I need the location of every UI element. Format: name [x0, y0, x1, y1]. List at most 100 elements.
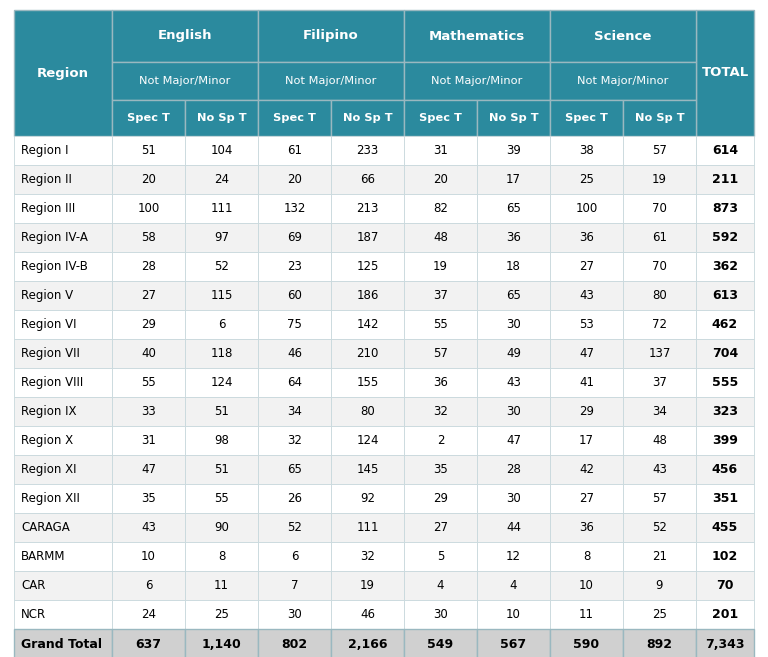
Bar — [477, 571, 550, 600]
Text: 132: 132 — [283, 202, 306, 215]
Bar — [112, 397, 185, 426]
Bar — [258, 455, 331, 484]
Text: 57: 57 — [433, 347, 448, 360]
Bar — [404, 513, 477, 542]
Text: 6: 6 — [218, 318, 225, 331]
Bar — [185, 368, 258, 397]
Text: 26: 26 — [287, 492, 302, 505]
Bar — [623, 252, 696, 281]
Text: 52: 52 — [287, 521, 302, 534]
Bar — [258, 223, 331, 252]
Bar — [331, 194, 404, 223]
Text: 32: 32 — [287, 434, 302, 447]
Text: 323: 323 — [712, 405, 738, 418]
Text: 8: 8 — [583, 550, 590, 563]
Bar — [477, 368, 550, 397]
Bar — [477, 455, 550, 484]
Bar — [258, 252, 331, 281]
Bar — [185, 281, 258, 310]
Text: 60: 60 — [287, 289, 302, 302]
Bar — [550, 310, 623, 339]
Bar — [477, 484, 550, 513]
Bar — [14, 252, 112, 281]
Text: 97: 97 — [214, 231, 229, 244]
Bar — [696, 571, 754, 600]
Bar — [258, 426, 331, 455]
Text: 118: 118 — [210, 347, 233, 360]
Text: 186: 186 — [356, 289, 379, 302]
Text: 111: 111 — [210, 202, 233, 215]
Text: 2,166: 2,166 — [348, 639, 387, 652]
Text: 32: 32 — [360, 550, 375, 563]
Text: 704: 704 — [712, 347, 738, 360]
Text: 34: 34 — [287, 405, 302, 418]
Text: 614: 614 — [712, 144, 738, 157]
Bar — [331, 100, 404, 136]
Bar — [331, 368, 404, 397]
Bar — [14, 136, 112, 165]
Bar — [404, 252, 477, 281]
Bar — [185, 397, 258, 426]
Bar — [696, 513, 754, 542]
Bar — [185, 165, 258, 194]
Text: 35: 35 — [433, 463, 448, 476]
Bar — [185, 223, 258, 252]
Bar — [112, 571, 185, 600]
Text: 30: 30 — [506, 492, 521, 505]
Text: No Sp T: No Sp T — [488, 113, 538, 123]
Bar — [331, 136, 404, 165]
Bar — [477, 136, 550, 165]
Bar — [185, 629, 258, 657]
Text: 4: 4 — [437, 579, 444, 592]
Bar — [550, 397, 623, 426]
Text: 27: 27 — [433, 521, 448, 534]
Text: 36: 36 — [579, 521, 594, 534]
Text: Science: Science — [594, 30, 652, 43]
Text: 145: 145 — [356, 463, 379, 476]
Text: CARAGA: CARAGA — [21, 521, 70, 534]
Bar — [550, 484, 623, 513]
Text: 23: 23 — [287, 260, 302, 273]
Bar — [696, 165, 754, 194]
Bar — [331, 252, 404, 281]
Text: 18: 18 — [506, 260, 521, 273]
Text: 233: 233 — [356, 144, 379, 157]
Bar — [623, 165, 696, 194]
Text: 892: 892 — [647, 639, 673, 652]
Text: 65: 65 — [506, 289, 521, 302]
Text: 25: 25 — [214, 608, 229, 621]
Text: 27: 27 — [579, 492, 594, 505]
Text: 61: 61 — [287, 144, 302, 157]
Text: 125: 125 — [356, 260, 379, 273]
Text: 30: 30 — [287, 608, 302, 621]
Bar — [112, 484, 185, 513]
Bar — [258, 310, 331, 339]
Text: 19: 19 — [360, 579, 375, 592]
Bar — [550, 339, 623, 368]
Text: 70: 70 — [652, 202, 667, 215]
Text: 100: 100 — [137, 202, 160, 215]
Text: 55: 55 — [214, 492, 229, 505]
Text: 10: 10 — [579, 579, 594, 592]
Text: NCR: NCR — [21, 608, 46, 621]
Bar — [623, 542, 696, 571]
Bar — [112, 310, 185, 339]
Bar — [404, 455, 477, 484]
Bar — [550, 136, 623, 165]
Text: 51: 51 — [214, 463, 229, 476]
Text: 46: 46 — [360, 608, 375, 621]
Bar — [477, 426, 550, 455]
Bar — [550, 281, 623, 310]
Text: 4: 4 — [510, 579, 518, 592]
Text: 362: 362 — [712, 260, 738, 273]
Text: 592: 592 — [712, 231, 738, 244]
Text: 65: 65 — [506, 202, 521, 215]
Bar — [185, 455, 258, 484]
Text: Spec T: Spec T — [273, 113, 316, 123]
Text: 115: 115 — [210, 289, 233, 302]
Bar — [623, 281, 696, 310]
Text: 17: 17 — [579, 434, 594, 447]
Text: 211: 211 — [712, 173, 738, 186]
Text: Region IV-B: Region IV-B — [21, 260, 88, 273]
Text: 43: 43 — [579, 289, 594, 302]
